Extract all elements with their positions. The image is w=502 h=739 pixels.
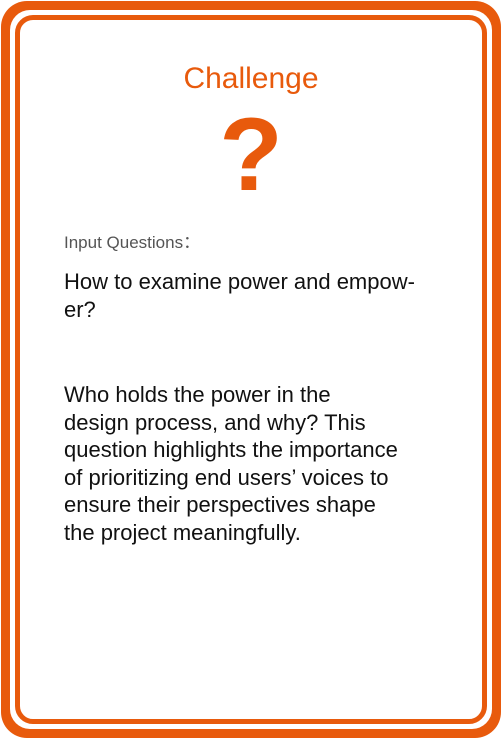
question-line: er? [64, 297, 96, 322]
card-title: Challenge [183, 62, 319, 95]
card-white-ring [10, 10, 492, 729]
description-line: ensure their perspectives shape [64, 492, 376, 517]
description-line: of prioritizing end users’ voices to [64, 464, 389, 490]
description-line: the project meaningfully. [64, 519, 301, 545]
input-questions-label: Input Questions： [64, 233, 201, 252]
description-line: Who holds the power in the [64, 382, 331, 407]
question-mark-icon: ? [219, 97, 283, 213]
description-line: design process, and why? This [64, 409, 366, 435]
card-inner-border [15, 15, 487, 724]
description-line: question highlights the importance [64, 437, 398, 462]
question-description: Who holds the power in the design proces… [64, 381, 464, 546]
input-question: How to examine power and empow- er? [64, 268, 464, 324]
question-line: How to examine power and empow- [64, 269, 415, 294]
